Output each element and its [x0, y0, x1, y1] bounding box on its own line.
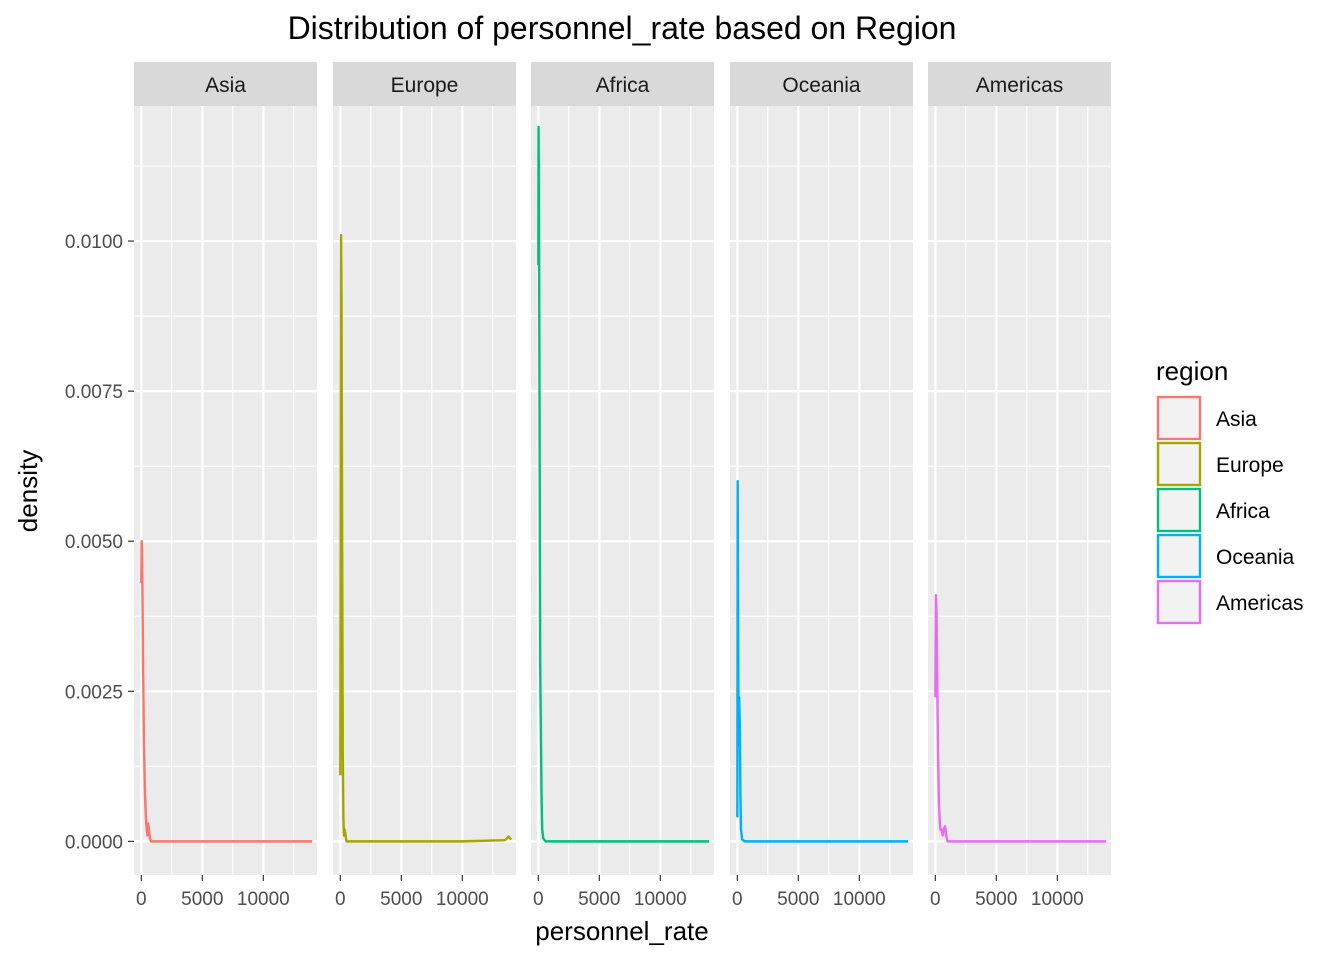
facet-strip [134, 62, 317, 106]
facet-strip-label: Europe [391, 74, 459, 97]
y-axis-title: density [13, 450, 43, 532]
density-line-oceania [736, 480, 909, 843]
facet-strip-label: Africa [596, 74, 650, 97]
legend-label: Oceania [1216, 546, 1295, 569]
x-tick-label: 5000 [975, 889, 1017, 910]
x-tick-label: 10000 [436, 889, 489, 910]
x-axis-title: personnel_rate [535, 916, 708, 946]
facet-strip [333, 62, 516, 106]
density-line-africa [537, 125, 710, 843]
legend-label: Americas [1216, 592, 1304, 615]
y-axis: 0.0000 0.0025 0.0050 0.0075 0.0100 [65, 232, 134, 853]
legend-key-africa [1156, 487, 1202, 533]
x-tick-label: 0 [335, 889, 346, 910]
x-tick-label: 5000 [578, 889, 620, 910]
legend-label: Asia [1216, 408, 1257, 431]
facet-strip [730, 62, 913, 106]
facet-panel-oceania: Oceania 0 5000 10000 [730, 62, 913, 910]
chart-title: Distribution of personnel_rate based on … [288, 10, 957, 46]
facet-panel-africa: Africa 0 5000 10000 [531, 62, 714, 910]
y-tick-label: 0.0025 [65, 682, 123, 703]
y-tick-label: 0.0100 [65, 232, 123, 253]
x-tick-label: 5000 [181, 889, 223, 910]
legend-title: region [1156, 356, 1228, 386]
density-line-americas [934, 594, 1107, 843]
x-tick-label: 10000 [237, 889, 290, 910]
legend-label: Europe [1216, 454, 1284, 477]
facet-panel-europe: Europe 0 5000 10000 [333, 62, 516, 910]
legend-label: Africa [1216, 500, 1270, 523]
facet-strip-label: Asia [205, 74, 246, 97]
legend-key-asia [1156, 395, 1202, 441]
facet-strip [928, 62, 1111, 106]
legend: region Asia Europe Africa Oceania Americas [1156, 356, 1304, 625]
x-tick-label: 10000 [1031, 889, 1084, 910]
y-tick-label: 0.0075 [65, 382, 123, 403]
density-line-asia [140, 540, 313, 843]
facet-panel-asia: Asia 0 5000 10000 [134, 62, 317, 910]
facet-panel-americas: Americas 0 5000 10000 [928, 62, 1111, 910]
legend-key-americas [1156, 579, 1202, 625]
y-tick-label: 0.0050 [65, 532, 123, 553]
facet-strip [531, 62, 714, 106]
y-tick-label: 0.0000 [65, 832, 123, 853]
facet-strip-label: Oceania [782, 74, 861, 97]
panel-background [134, 106, 317, 875]
x-tick-label: 5000 [380, 889, 422, 910]
facet-strip-label: Americas [976, 74, 1064, 97]
x-tick-label: 0 [533, 889, 544, 910]
x-tick-label: 0 [930, 889, 941, 910]
x-tick-label: 10000 [634, 889, 687, 910]
x-tick-label: 0 [136, 889, 147, 910]
panel-background [333, 106, 516, 875]
x-tick-label: 5000 [777, 889, 819, 910]
panel-background [730, 106, 913, 875]
panel-background [928, 106, 1111, 875]
legend-key-oceania [1156, 533, 1202, 579]
legend-key-europe [1156, 441, 1202, 487]
x-tick-label: 10000 [833, 889, 886, 910]
x-tick-label: 0 [732, 889, 743, 910]
panel-background [531, 106, 714, 875]
density-line-europe [339, 233, 513, 843]
facet-panels: Asia 0 5000 10000 Europe 0 5000 10000 Africa 0 500… [134, 62, 1111, 910]
